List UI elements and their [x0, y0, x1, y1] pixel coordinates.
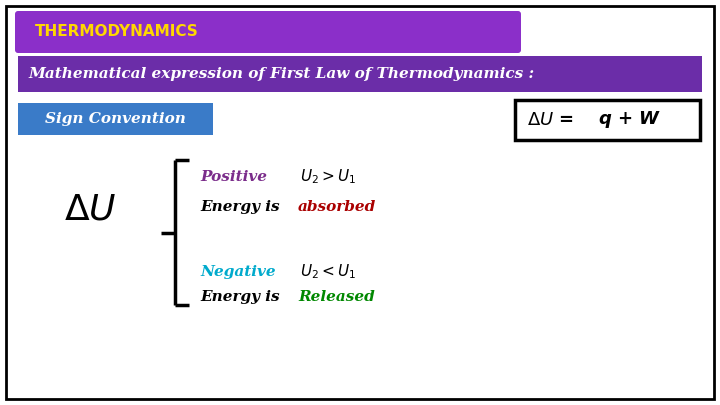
- Text: Positive: Positive: [200, 170, 267, 184]
- Bar: [18, 103, 213, 135]
- Text: $\Delta\it{U}$: $\Delta\it{U}$: [64, 193, 116, 227]
- Text: Mathematical expression of First Law of Thermodynamics :: Mathematical expression of First Law of …: [28, 67, 534, 81]
- Text: $\bfit{q}$ + $\bfit{W}$: $\bfit{q}$ + $\bfit{W}$: [598, 109, 661, 130]
- Text: Sign Convention: Sign Convention: [45, 112, 186, 126]
- Text: $U_2 > U_1$: $U_2 > U_1$: [300, 168, 356, 186]
- Text: Negative: Negative: [200, 265, 276, 279]
- FancyBboxPatch shape: [15, 11, 521, 53]
- Text: Energy is: Energy is: [200, 200, 285, 214]
- Text: absorbed: absorbed: [298, 200, 377, 214]
- Text: Released: Released: [298, 290, 374, 304]
- Bar: [18, 56, 702, 92]
- Text: $U_2 < U_1$: $U_2 < U_1$: [300, 263, 356, 281]
- Bar: [515, 100, 700, 140]
- Text: THERMODYNAMICS: THERMODYNAMICS: [35, 24, 199, 40]
- Text: $\Delta$$\it{U}$ =: $\Delta$$\it{U}$ =: [527, 111, 576, 129]
- Text: Energy is: Energy is: [200, 290, 285, 304]
